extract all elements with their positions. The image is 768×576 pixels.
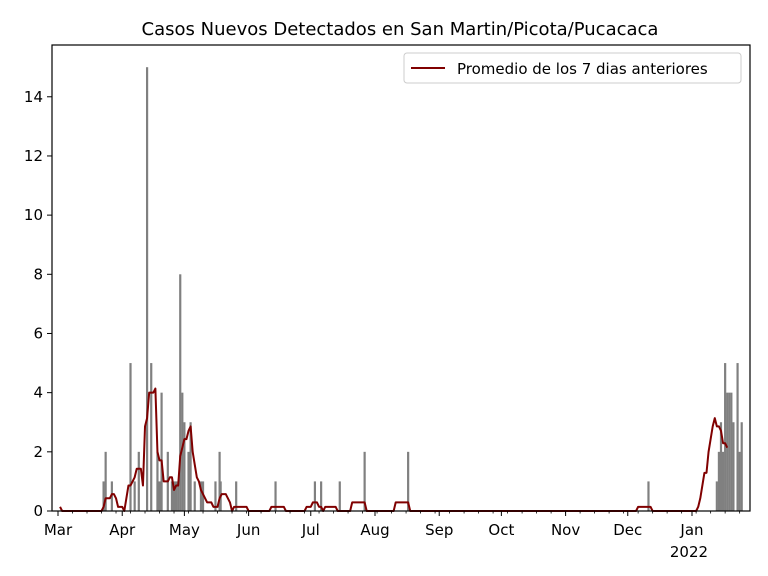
bar-9 <box>158 481 161 511</box>
bar-19 <box>187 451 190 511</box>
y-tick-label-0: 0 <box>33 502 43 520</box>
bar-46 <box>740 422 743 511</box>
bar-6 <box>145 67 149 511</box>
bar-22 <box>199 481 203 511</box>
bar-3 <box>129 363 132 511</box>
bar-27 <box>235 481 238 511</box>
bar-10 <box>160 392 163 511</box>
bars-layer <box>102 67 743 511</box>
bar-13 <box>172 481 176 511</box>
y-tick-label-10: 10 <box>24 206 43 224</box>
x-tick-label-2: May <box>169 521 200 539</box>
bar-7 <box>150 363 153 511</box>
bar-8 <box>156 451 159 511</box>
bar-45 <box>738 451 741 511</box>
bar-30 <box>320 481 323 511</box>
bar-1 <box>104 451 107 511</box>
line-layer <box>59 387 729 512</box>
bar-20 <box>189 422 192 511</box>
x-tick-label-8: Nov <box>551 521 580 539</box>
bar-36 <box>717 451 721 511</box>
bar-42 <box>730 392 733 511</box>
bar-44 <box>736 363 739 511</box>
bar-35 <box>715 481 718 511</box>
bar-0 <box>102 481 105 511</box>
x-tick-label-3: Jun <box>236 521 260 539</box>
y-tick-label-2: 2 <box>33 443 43 461</box>
y-tick-label-12: 12 <box>24 147 43 165</box>
x-tick-label-4: Jul <box>301 521 320 539</box>
x-tick-label-0: Mar <box>44 521 73 539</box>
bar-12 <box>170 481 174 511</box>
x-tick-label-10: Jan <box>679 521 703 539</box>
x-tick-label-6: Sep <box>425 521 453 539</box>
bar-18 <box>183 422 186 511</box>
bar-31 <box>338 481 341 511</box>
bar-34 <box>647 481 650 511</box>
bar-16 <box>179 274 182 511</box>
x-tick-label-7: Oct <box>488 521 514 539</box>
legend-label: Promedio de los 7 dias anteriores <box>457 60 708 78</box>
bar-21 <box>193 481 196 511</box>
bar-29 <box>313 481 317 511</box>
bar-32 <box>363 451 366 511</box>
bar-5 <box>137 451 140 511</box>
chart-title: Casos Nuevos Detectados en San Martin/Pi… <box>142 19 659 40</box>
bar-4 <box>133 481 136 511</box>
y-tick-label-14: 14 <box>24 88 43 106</box>
y-tick-label-8: 8 <box>33 265 43 283</box>
bar-43 <box>732 422 735 511</box>
bar-38 <box>721 451 725 511</box>
bar-14 <box>175 481 178 511</box>
y-tick-label-6: 6 <box>33 324 43 342</box>
x-tick-label-9: Dec <box>613 521 642 539</box>
y-axis: 0 2 4 6 8 10 12 14 <box>24 88 52 520</box>
bar-17 <box>181 392 184 511</box>
x-axis: Mar Apr May Jun Jul Aug Sep Oct Nov Dec Jan 2022 <box>44 511 741 561</box>
bar-28 <box>274 481 277 511</box>
series-line-0 <box>59 387 729 512</box>
legend: Promedio de los 7 dias anteriores <box>403 52 742 84</box>
bar-37 <box>719 422 723 511</box>
x-tick-label-5: Aug <box>360 521 389 539</box>
x-tick-label-1: Apr <box>109 521 136 539</box>
x-tick-sublabel-10: 2022 <box>670 543 708 561</box>
plot-frame <box>51 44 751 512</box>
bar-15 <box>177 481 180 511</box>
bar-40 <box>726 392 729 511</box>
bar-39 <box>724 363 727 511</box>
bar-24 <box>214 481 217 511</box>
bar-41 <box>728 392 731 511</box>
bar-33 <box>407 451 410 511</box>
legend-box <box>403 52 742 84</box>
y-tick-label-4: 4 <box>33 384 43 402</box>
